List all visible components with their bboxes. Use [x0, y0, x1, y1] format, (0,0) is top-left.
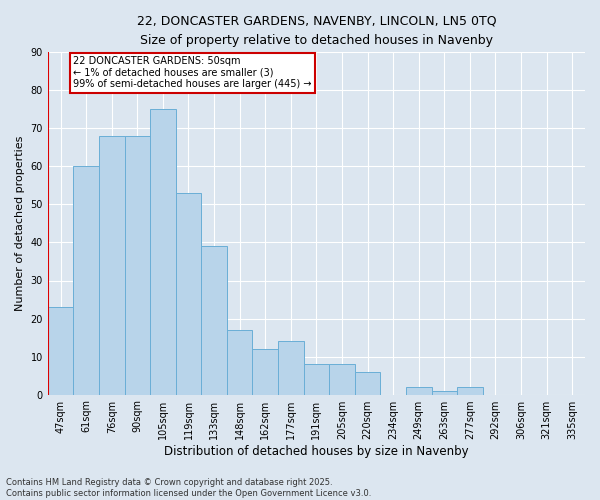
Bar	[278, 342, 304, 394]
Bar	[406, 387, 431, 394]
Y-axis label: Number of detached properties: Number of detached properties	[15, 136, 25, 311]
Bar	[125, 136, 150, 394]
Bar	[227, 330, 253, 394]
Bar	[201, 246, 227, 394]
Bar	[457, 387, 482, 394]
X-axis label: Distribution of detached houses by size in Navenby: Distribution of detached houses by size …	[164, 444, 469, 458]
Title: 22, DONCASTER GARDENS, NAVENBY, LINCOLN, LN5 0TQ
Size of property relative to de: 22, DONCASTER GARDENS, NAVENBY, LINCOLN,…	[137, 15, 496, 47]
Bar	[48, 307, 73, 394]
Text: Contains HM Land Registry data © Crown copyright and database right 2025.
Contai: Contains HM Land Registry data © Crown c…	[6, 478, 371, 498]
Bar	[150, 110, 176, 395]
Text: 22 DONCASTER GARDENS: 50sqm
← 1% of detached houses are smaller (3)
99% of semi-: 22 DONCASTER GARDENS: 50sqm ← 1% of deta…	[73, 56, 312, 90]
Bar	[329, 364, 355, 394]
Bar	[253, 349, 278, 395]
Bar	[176, 193, 201, 394]
Bar	[99, 136, 125, 394]
Bar	[355, 372, 380, 394]
Bar	[304, 364, 329, 394]
Bar	[73, 166, 99, 394]
Bar	[431, 391, 457, 394]
